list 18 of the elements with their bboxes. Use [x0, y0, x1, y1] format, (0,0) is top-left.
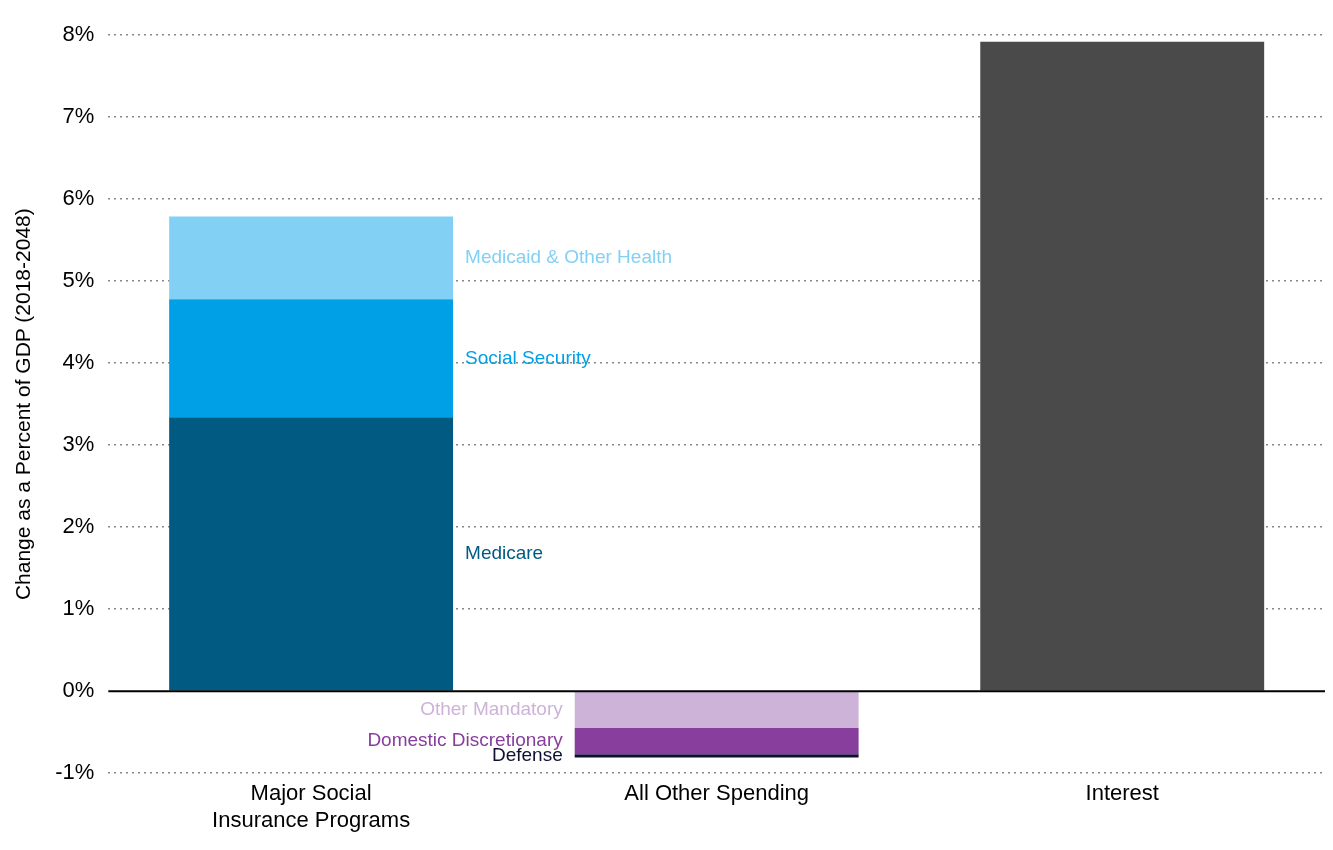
y-axis-title: Change as a Percent of GDP (2018-2048) — [11, 208, 35, 601]
y-tick-label: 6% — [62, 185, 95, 211]
y-tick-label: 4% — [62, 349, 95, 375]
y-tick-label: 1% — [62, 595, 95, 621]
y-tick-label: 8% — [62, 21, 95, 47]
y-tick-label: 3% — [62, 431, 95, 457]
series-label: Other Mandatory — [420, 698, 564, 720]
x-tick-label: Major Social Insurance Programs — [212, 780, 411, 832]
series-label: Social Security — [465, 346, 592, 368]
x-tick-label: All Other Spending — [624, 780, 809, 806]
y-tick-label: 2% — [62, 513, 95, 539]
series-label: Medicare — [465, 542, 544, 564]
y-tick-label: -1% — [55, 759, 95, 785]
series-label: Medicaid & Other Health — [465, 246, 673, 268]
x-tick-label: Interest — [1085, 780, 1159, 806]
y-tick-label: 0% — [62, 677, 95, 703]
y-tick-label: 7% — [62, 103, 95, 129]
y-tick-label: 5% — [62, 267, 95, 293]
